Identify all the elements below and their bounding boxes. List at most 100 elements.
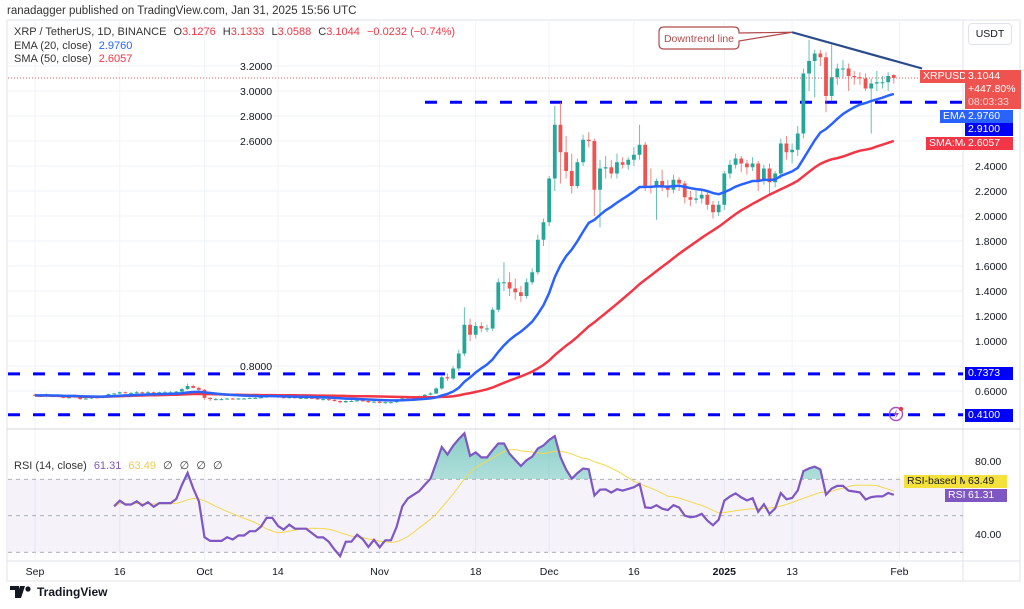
candle[interactable] — [247, 397, 252, 400]
candle[interactable] — [490, 307, 495, 331]
candle[interactable] — [829, 44, 834, 101]
candle[interactable] — [434, 387, 439, 395]
candle[interactable] — [778, 138, 783, 179]
candle[interactable] — [705, 191, 710, 210]
candle[interactable] — [230, 397, 235, 400]
downtrend-annotation[interactable]: Downtrend line — [658, 26, 793, 50]
candle[interactable] — [632, 147, 636, 166]
candle[interactable] — [196, 386, 201, 391]
candle[interactable] — [140, 391, 145, 394]
ema-20-line[interactable] — [35, 92, 895, 402]
candle[interactable] — [869, 78, 874, 134]
candle[interactable] — [818, 49, 823, 66]
candle[interactable] — [552, 106, 557, 191]
candle[interactable] — [134, 391, 139, 394]
candle[interactable] — [671, 174, 676, 194]
candle[interactable] — [626, 157, 631, 170]
candle[interactable] — [694, 191, 698, 204]
candle[interactable] — [366, 400, 371, 403]
candle[interactable] — [530, 268, 535, 285]
candle[interactable] — [795, 126, 800, 156]
candle[interactable] — [603, 156, 608, 179]
candle[interactable] — [784, 136, 789, 160]
candle[interactable] — [880, 76, 885, 89]
candle[interactable] — [677, 177, 681, 191]
candle[interactable] — [253, 397, 258, 399]
candle[interactable] — [332, 399, 337, 402]
candle[interactable] — [886, 72, 891, 91]
candle[interactable] — [496, 278, 501, 313]
symbol-legend[interactable]: XRP / TetherUS, 1D, BINANCE O3.1276 H3.1… — [14, 26, 455, 38]
candle[interactable] — [321, 398, 326, 401]
candle[interactable] — [824, 52, 828, 113]
candle[interactable] — [479, 322, 484, 333]
candle[interactable] — [858, 72, 862, 85]
candle[interactable] — [711, 201, 715, 219]
candle[interactable] — [372, 401, 376, 403]
rsi-legend[interactable]: RSI (14, close) 61.31 63.49 ∅ ∅ ∅ ∅ — [14, 459, 223, 472]
candle[interactable] — [846, 63, 851, 92]
candle[interactable] — [445, 373, 450, 382]
candle[interactable] — [326, 398, 331, 402]
alert-icon[interactable] — [888, 406, 904, 422]
candle[interactable] — [146, 391, 150, 394]
candle[interactable] — [728, 159, 732, 179]
candle[interactable] — [349, 399, 354, 402]
candle[interactable] — [524, 278, 529, 299]
candle[interactable] — [569, 153, 574, 194]
candle[interactable] — [716, 201, 721, 216]
currency-button[interactable]: USDT — [968, 23, 1012, 45]
candle[interactable] — [835, 63, 840, 85]
candle[interactable] — [790, 143, 794, 164]
candle[interactable] — [767, 163, 772, 194]
candle[interactable] — [620, 157, 625, 169]
candle[interactable] — [439, 374, 444, 390]
candle[interactable] — [338, 400, 342, 404]
sma-legend[interactable]: SMA (50, close) 2.6057 — [14, 53, 132, 65]
candle[interactable] — [891, 74, 896, 84]
candle[interactable] — [863, 73, 868, 92]
candle[interactable] — [383, 401, 388, 404]
candle[interactable] — [750, 157, 755, 171]
candle[interactable] — [592, 138, 597, 217]
candle[interactable] — [564, 136, 568, 179]
candle[interactable] — [761, 164, 766, 185]
candle[interactable] — [389, 401, 393, 404]
candle[interactable] — [502, 262, 506, 291]
candle[interactable] — [547, 176, 552, 226]
candle[interactable] — [236, 397, 241, 400]
rsi-pane[interactable] — [8, 431, 963, 559]
candle[interactable] — [756, 161, 761, 191]
candle[interactable] — [507, 272, 512, 296]
candle[interactable] — [874, 71, 879, 91]
candle[interactable] — [541, 218, 546, 247]
candle[interactable] — [117, 391, 122, 395]
candle[interactable] — [535, 234, 540, 275]
candle[interactable] — [163, 391, 167, 394]
candle[interactable] — [225, 397, 229, 400]
candle[interactable] — [428, 392, 433, 396]
candle[interactable] — [180, 387, 184, 393]
candle[interactable] — [637, 124, 642, 160]
candle[interactable] — [451, 366, 455, 380]
candle[interactable] — [473, 322, 478, 339]
candle[interactable] — [129, 392, 133, 395]
candle[interactable] — [191, 384, 196, 389]
candle[interactable] — [586, 132, 591, 148]
candle[interactable] — [812, 49, 817, 98]
candle[interactable] — [558, 102, 563, 184]
candle[interactable] — [123, 391, 128, 394]
candle[interactable] — [213, 397, 218, 401]
candle[interactable] — [377, 401, 382, 404]
candle[interactable] — [485, 324, 489, 333]
candle[interactable] — [575, 158, 580, 189]
candle[interactable] — [456, 349, 461, 371]
candle[interactable] — [519, 286, 523, 303]
candle[interactable] — [185, 383, 190, 390]
candle[interactable] — [801, 68, 806, 139]
rsi-line[interactable] — [113, 431, 895, 559]
tradingview-logo[interactable]: TradingView — [10, 585, 107, 599]
candle[interactable] — [581, 134, 585, 166]
downtrend-line[interactable] — [791, 31, 923, 70]
